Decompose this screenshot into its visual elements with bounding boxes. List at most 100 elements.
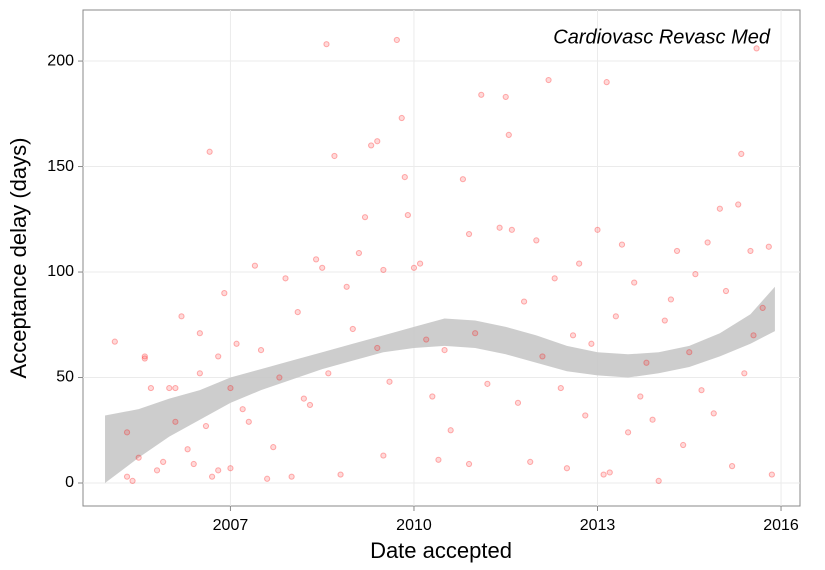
point	[539, 353, 546, 360]
point	[465, 460, 473, 468]
point	[251, 262, 259, 269]
y-tick-label: 100	[47, 263, 74, 280]
point	[410, 264, 418, 271]
point	[606, 469, 613, 476]
point	[147, 384, 155, 392]
point	[655, 477, 662, 484]
point	[306, 401, 314, 409]
x-axis-title: Date accepted	[370, 538, 512, 563]
smooth-band	[105, 286, 775, 484]
point	[563, 465, 571, 472]
point	[643, 359, 650, 366]
point	[588, 340, 595, 347]
point	[190, 460, 197, 468]
point	[447, 427, 454, 434]
point	[404, 211, 411, 219]
point	[398, 114, 405, 122]
annotation: Cardiovasc Revasc Med	[553, 26, 771, 48]
point	[637, 393, 644, 400]
x-tick-label: 2007	[213, 517, 249, 534]
point	[337, 471, 344, 478]
point	[393, 36, 400, 44]
point	[545, 76, 552, 84]
x-tick-label: 2010	[396, 517, 432, 534]
point	[722, 287, 730, 295]
point	[484, 380, 491, 387]
point	[153, 467, 161, 474]
point	[325, 370, 332, 377]
point	[514, 399, 522, 406]
point	[704, 239, 711, 246]
point	[594, 226, 601, 233]
point	[172, 384, 179, 392]
point	[206, 148, 213, 155]
point	[667, 296, 675, 303]
point	[227, 384, 234, 392]
point	[264, 475, 271, 482]
point	[215, 353, 222, 360]
point	[728, 463, 736, 470]
point	[202, 422, 210, 430]
point	[233, 340, 240, 347]
point	[661, 317, 668, 324]
point	[496, 224, 503, 231]
point	[294, 309, 301, 316]
point	[215, 467, 222, 474]
point	[753, 45, 760, 52]
point	[368, 142, 375, 149]
point	[735, 201, 742, 208]
point	[401, 173, 408, 181]
point	[747, 247, 754, 255]
x-tick-label: 2016	[763, 517, 799, 534]
point	[478, 91, 485, 98]
y-tick-label: 200	[47, 52, 74, 69]
point	[239, 406, 246, 413]
point	[129, 477, 136, 484]
point	[141, 355, 148, 362]
point	[435, 456, 442, 463]
point	[227, 465, 234, 472]
point	[716, 205, 723, 212]
point	[319, 264, 326, 271]
point	[276, 374, 283, 381]
point	[331, 152, 338, 160]
point	[768, 471, 775, 478]
point	[624, 429, 632, 436]
point	[282, 275, 289, 282]
y-axis-title: Acceptance delay (days)	[6, 138, 31, 379]
point	[603, 79, 610, 86]
point	[459, 176, 467, 183]
point	[680, 441, 687, 449]
point	[673, 247, 681, 255]
point	[257, 346, 265, 354]
point	[765, 243, 772, 250]
point	[141, 353, 148, 360]
point	[698, 387, 705, 394]
point	[245, 418, 252, 425]
point	[380, 266, 387, 274]
point	[508, 226, 515, 233]
point	[576, 260, 583, 267]
point	[123, 473, 131, 480]
y-tick-label: 0	[65, 474, 74, 491]
point	[184, 446, 191, 453]
point	[416, 260, 424, 267]
point	[759, 304, 766, 311]
point	[600, 471, 607, 478]
point	[349, 325, 356, 333]
point	[178, 313, 185, 320]
point	[631, 279, 638, 286]
point	[166, 384, 173, 392]
y-tick-label: 150	[47, 158, 74, 175]
point	[441, 346, 448, 354]
point	[472, 330, 479, 337]
point	[343, 283, 350, 290]
point	[710, 410, 717, 417]
point	[557, 384, 564, 392]
point	[208, 473, 216, 480]
x-tick-label: 2013	[580, 517, 616, 534]
point	[312, 256, 320, 263]
point	[196, 370, 203, 377]
